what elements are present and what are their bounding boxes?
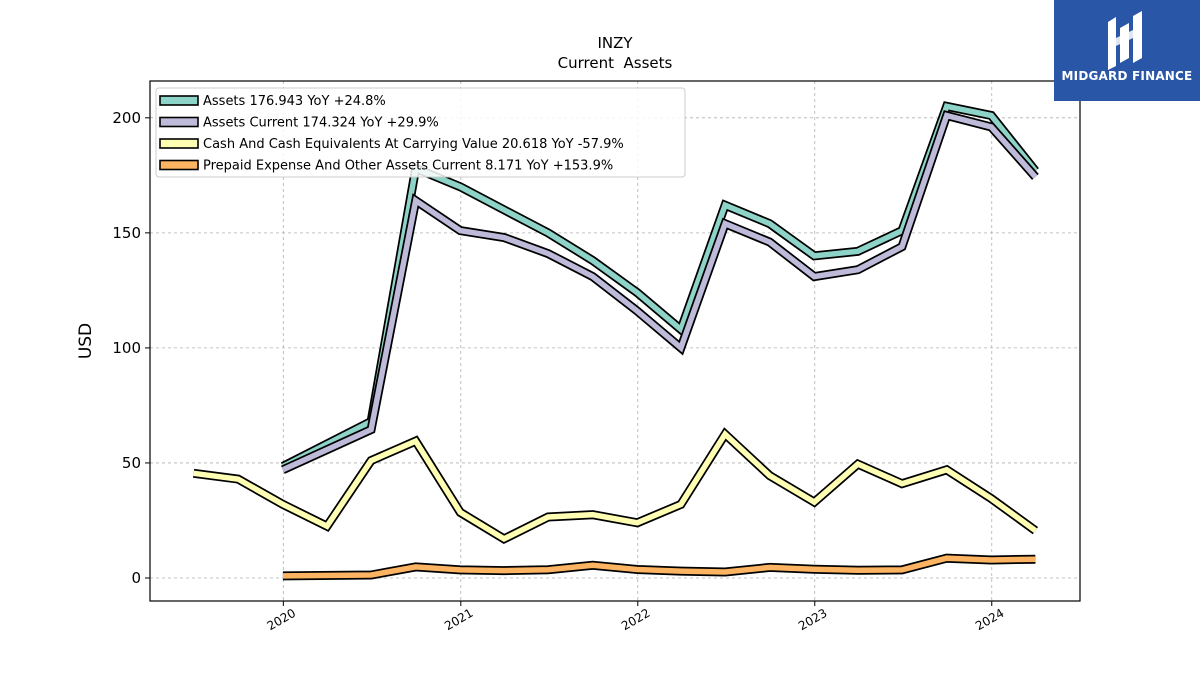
series-line-3 xyxy=(193,427,1039,545)
x-tick-label: 2022 xyxy=(619,606,652,633)
x-tick-label: 2020 xyxy=(265,606,298,633)
x-tick-label: 2023 xyxy=(796,606,829,633)
series-stroke xyxy=(282,555,1036,579)
legend-swatch xyxy=(159,159,199,171)
legend-label: Cash And Cash Equivalents At Carrying Va… xyxy=(203,137,624,152)
chart-subtitle: Current Assets xyxy=(558,54,673,72)
legend-swatch xyxy=(159,95,199,106)
legend-label: Assets Current 174.324 YoY +29.9% xyxy=(203,116,439,131)
x-tick-label: 2021 xyxy=(442,606,475,633)
legend-swatch xyxy=(159,116,199,128)
y-tick-label: 100 xyxy=(112,339,141,357)
series-stroke xyxy=(281,112,1038,473)
series-line-2 xyxy=(281,110,1039,474)
chart-title: INZY xyxy=(597,34,633,52)
series-layer xyxy=(193,101,1039,581)
logo-mark-icon xyxy=(1108,11,1142,70)
axes: 2020 2021 2022 2023 2024 0 50 100 150 200 xyxy=(112,109,1006,633)
y-tick-label: 150 xyxy=(112,224,141,242)
logo-text: MIDGARD FINANCE xyxy=(1061,69,1193,83)
legend-label: Assets 176.943 YoY +24.8% xyxy=(203,94,386,109)
series-line-4 xyxy=(282,553,1036,581)
y-tick-label: 50 xyxy=(122,454,141,472)
legend-box xyxy=(155,87,686,178)
series-stroke xyxy=(193,429,1038,543)
y-axis-label: USD xyxy=(76,323,96,359)
y-tick-label: 200 xyxy=(112,109,141,127)
legend-swatch xyxy=(159,138,199,149)
plot-frame xyxy=(149,80,1081,602)
midgard-finance-logo: MIDGARD FINANCE xyxy=(1054,0,1200,101)
x-tick-label: 2024 xyxy=(973,606,1006,633)
legend-label: Prepaid Expense And Other Assets Current… xyxy=(203,159,613,174)
legend: Assets 176.943 YoY +24.8% Assets Current … xyxy=(155,87,686,178)
y-tick-label: 0 xyxy=(131,569,141,587)
